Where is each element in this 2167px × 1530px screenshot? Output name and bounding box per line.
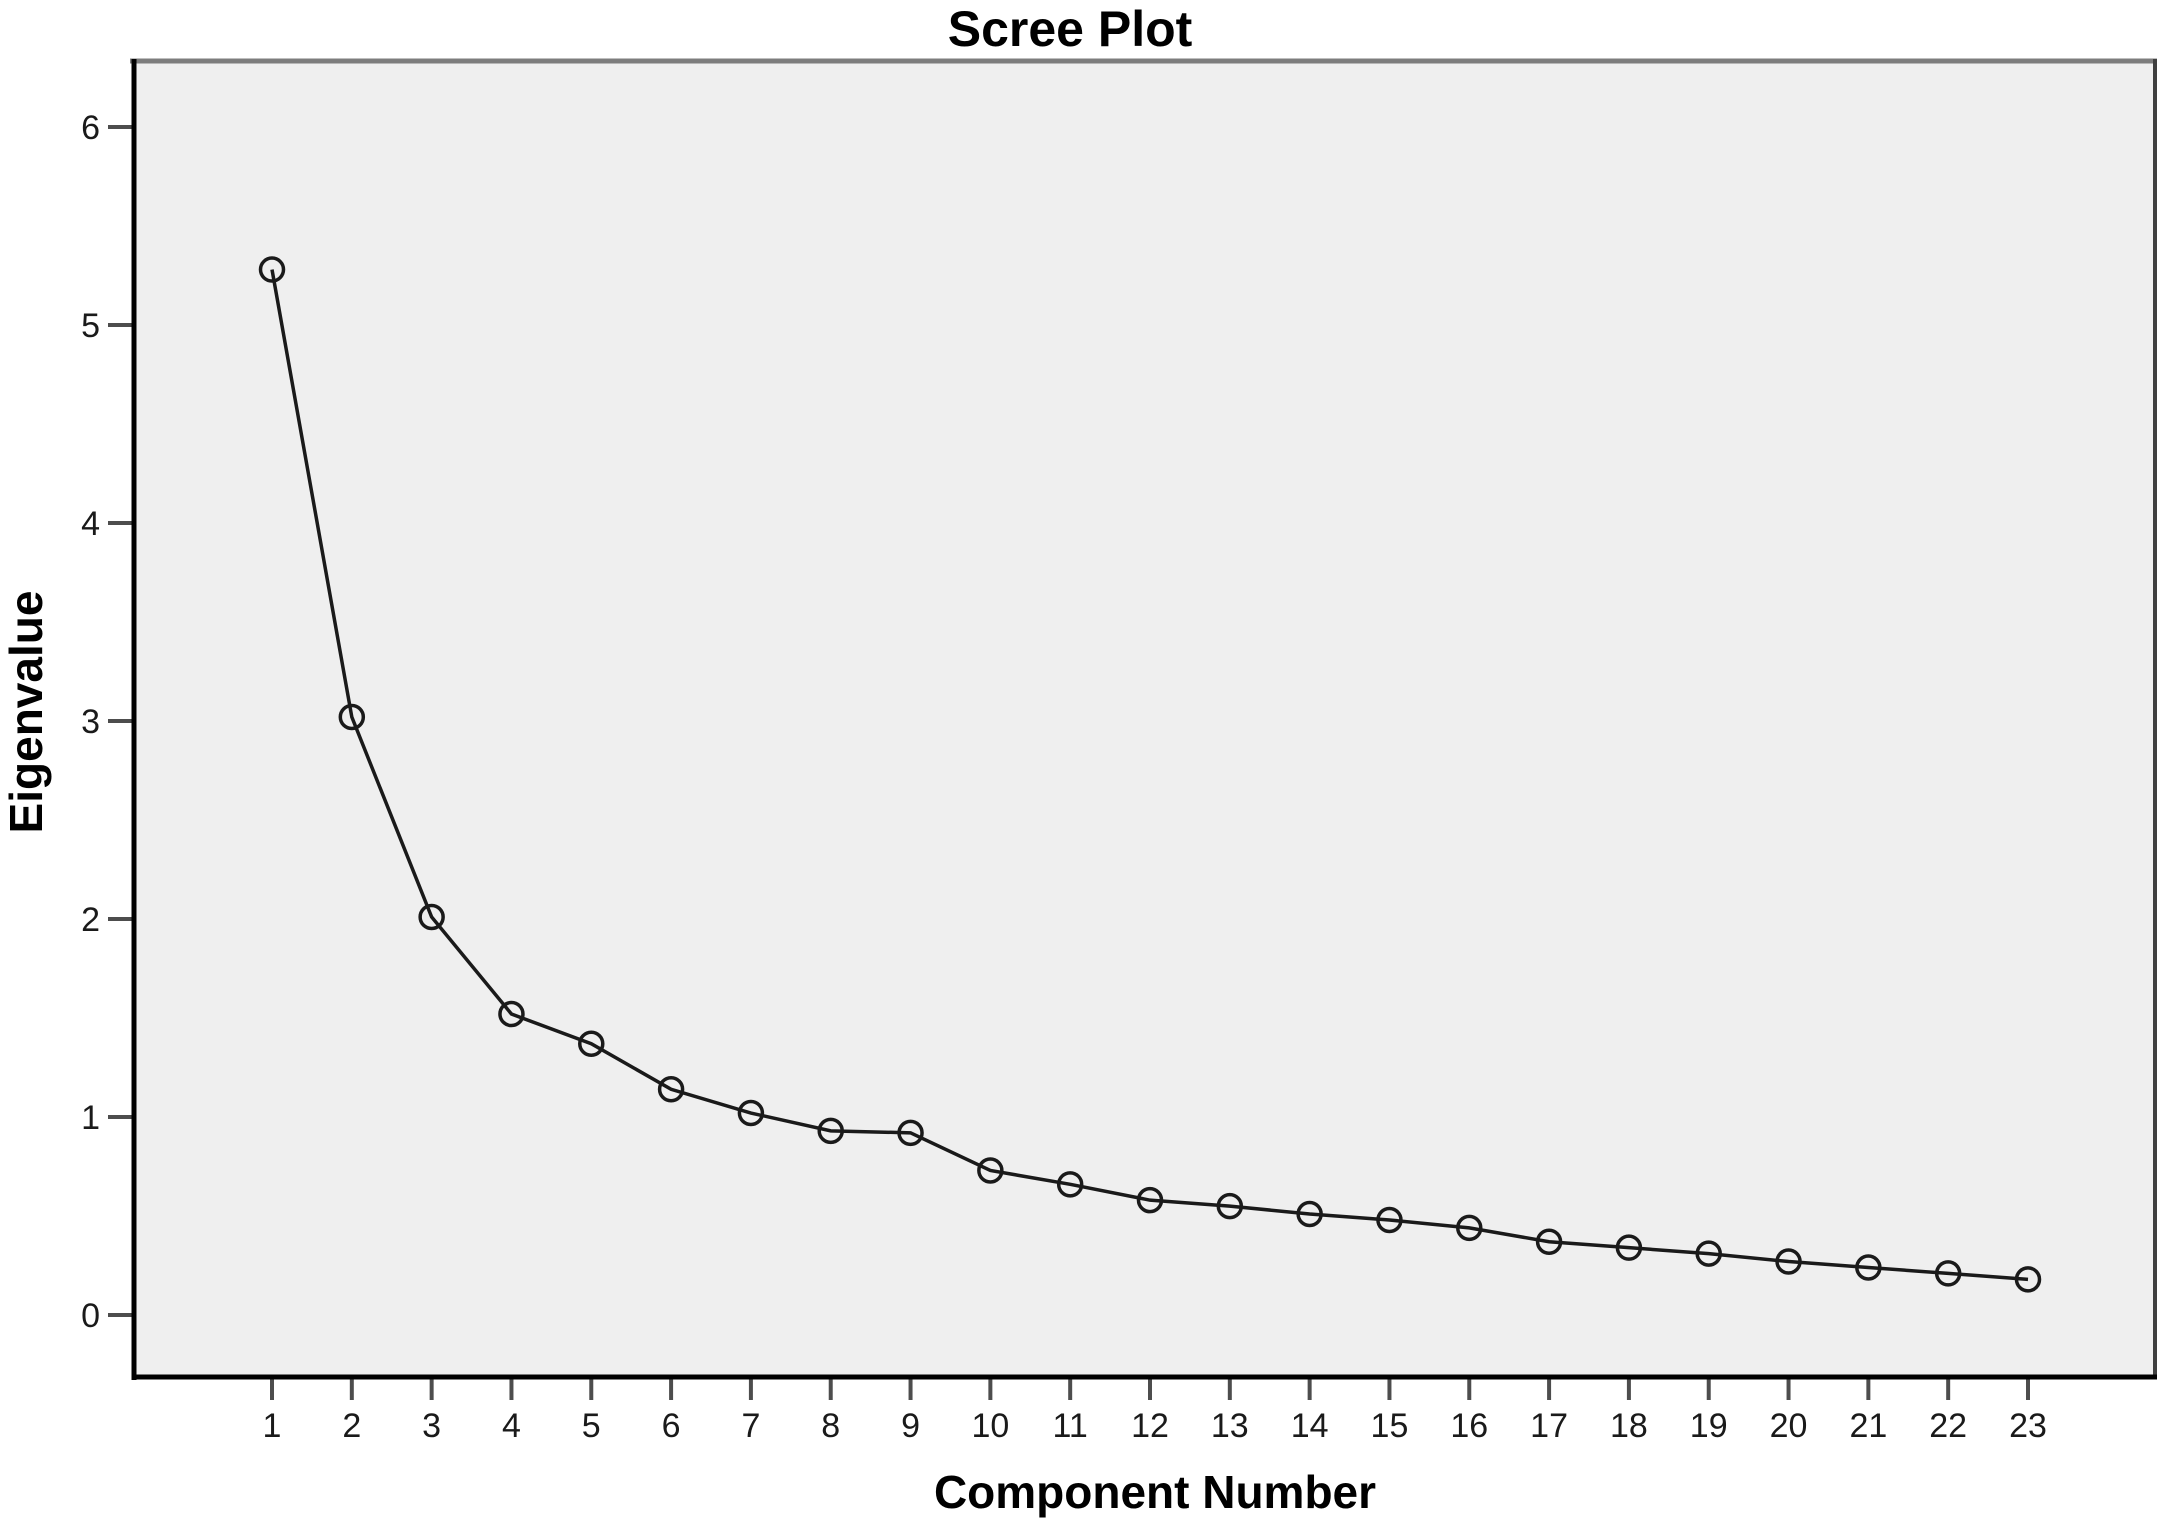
x-tick-label-23: 23: [2009, 1407, 2047, 1445]
x-tick-label-19: 19: [1690, 1407, 1728, 1445]
x-tick-label-12: 12: [1131, 1407, 1169, 1445]
data-point-12: [1136, 1186, 1164, 1214]
y-tick-label-5: 5: [81, 307, 100, 345]
y-tick-label-1: 1: [81, 1099, 100, 1137]
y-tick-label-2: 2: [81, 901, 100, 939]
data-point-1: [258, 256, 286, 283]
data-point-16: [1456, 1214, 1483, 1242]
data-point-17: [1535, 1228, 1563, 1255]
x-tick-label-13: 13: [1211, 1407, 1249, 1445]
x-tick-label-15: 15: [1371, 1407, 1409, 1445]
y-axis-label: Eigenvalue: [0, 591, 52, 834]
data-point-11: [1056, 1171, 1084, 1198]
x-tick-label-3: 3: [422, 1407, 441, 1445]
x-tick-label-4: 4: [502, 1407, 521, 1445]
y-tick-label-0: 0: [81, 1297, 100, 1335]
x-tick-label-7: 7: [741, 1407, 760, 1445]
data-point-14: [1296, 1200, 1323, 1228]
y-tick-label-4: 4: [81, 505, 100, 543]
x-tick-label-1: 1: [263, 1407, 282, 1445]
y-tick-label-6: 6: [81, 109, 100, 147]
data-point-21: [1855, 1254, 1882, 1281]
data-point-3: [418, 903, 445, 931]
x-tick-label-16: 16: [1450, 1407, 1488, 1445]
data-point-8: [817, 1117, 844, 1145]
data-point-15: [1376, 1206, 1403, 1234]
x-axis-ticks: 1 2 3 4 5 6 7 8 9 10 11 12 13 14 15 16 17 18 19 20 21 22 23: [263, 1377, 2047, 1445]
y-tick-label-3: 3: [81, 703, 100, 741]
data-point-20: [1775, 1248, 1802, 1275]
y-axis-ticks: 0 1 2 3 4 5 6: [81, 109, 132, 1335]
data-point-19: [1695, 1240, 1722, 1267]
series-line-eigenvalue: [270, 269, 2029, 1282]
data-point-23: [2014, 1266, 2042, 1293]
x-tick-label-22: 22: [1929, 1407, 1967, 1445]
x-tick-label-20: 20: [1770, 1407, 1808, 1445]
data-point-18: [1615, 1234, 1643, 1261]
x-tick-label-11: 11: [1053, 1407, 1088, 1445]
x-tick-label-21: 21: [1849, 1407, 1887, 1445]
data-point-2: [338, 703, 366, 731]
x-tick-label-2: 2: [342, 1407, 361, 1445]
x-tick-label-6: 6: [662, 1407, 681, 1445]
x-axis-label: Component Number: [934, 1466, 1376, 1518]
data-point-5: [578, 1030, 605, 1057]
data-point-10: [977, 1157, 1004, 1184]
x-tick-label-8: 8: [821, 1407, 840, 1445]
data-point-22: [1934, 1260, 1962, 1287]
data-point-13: [1216, 1192, 1244, 1220]
data-point-6: [657, 1076, 685, 1103]
chart-title: Scree Plot: [948, 1, 1193, 57]
plot-area: [132, 61, 2157, 1377]
x-tick-label-10: 10: [971, 1407, 1009, 1445]
x-tick-label-18: 18: [1610, 1407, 1648, 1445]
data-point-4: [498, 1000, 525, 1028]
data-series: [258, 256, 2042, 1293]
x-tick-label-17: 17: [1530, 1407, 1568, 1445]
data-point-9: [897, 1119, 924, 1147]
data-point-7: [737, 1099, 765, 1127]
x-tick-label-14: 14: [1291, 1407, 1329, 1445]
x-tick-label-9: 9: [901, 1407, 920, 1445]
x-tick-label-5: 5: [582, 1407, 601, 1445]
